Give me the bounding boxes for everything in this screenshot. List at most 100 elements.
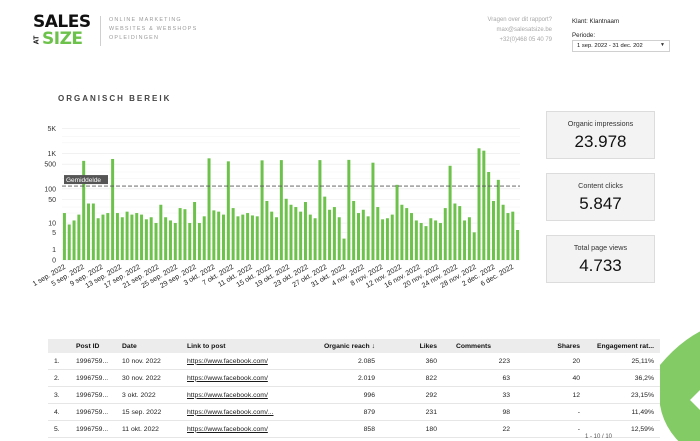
bar: [410, 213, 414, 260]
bar: [212, 210, 216, 260]
bar: [337, 217, 341, 260]
kpi-value: 23.978: [574, 132, 627, 151]
bar: [443, 208, 447, 260]
column-header-link[interactable]: Link to post: [187, 342, 226, 350]
cell-comments: 63: [502, 374, 510, 382]
column-header-engagement-rate[interactable]: Engagement rat...: [596, 342, 654, 350]
table-row[interactable]: 3. 1996759... 3 okt. 2022 https://www.faceb…: [48, 387, 660, 404]
table-row[interactable]: 4. 1996759... 15 sep. 2022 https://www.face…: [48, 404, 660, 421]
bar: [265, 200, 269, 260]
cell-post-id: 1996759...: [76, 408, 109, 416]
column-header-shares[interactable]: Shares: [557, 342, 580, 350]
column-header-post-id[interactable]: Post ID: [76, 342, 100, 350]
bar: [289, 204, 293, 260]
bar: [424, 226, 428, 260]
cell-organic-reach: 2.085: [357, 357, 375, 365]
cell-shares: -: [577, 408, 580, 416]
kpi-label: Total page views: [573, 243, 628, 252]
bar: [279, 160, 283, 260]
column-header-date[interactable]: Date: [122, 342, 137, 350]
bar: [159, 204, 163, 260]
cell-row-number: 5.: [54, 425, 60, 433]
client-info: Klant: Klantnaam Periode:: [572, 15, 619, 43]
y-tick-label: 100: [44, 186, 56, 193]
bar: [405, 208, 409, 260]
table-row[interactable]: 2. 1996759... 30 nov. 2022 https://www.face…: [48, 370, 660, 387]
bar: [135, 213, 139, 260]
bar: [284, 198, 288, 260]
cell-post-link[interactable]: https://www.facebook.com/: [187, 392, 295, 399]
period-date-picker[interactable]: 1 sep. 2022 - 31 dec. 202 ▼: [572, 40, 670, 52]
cell-likes: 231: [425, 408, 437, 416]
column-header-comments[interactable]: Comments: [455, 342, 492, 350]
post-link-anchor[interactable]: https://www.facebook.com/: [187, 391, 268, 399]
client-label: Klant: Klantnaam: [572, 18, 620, 25]
kpi-value: 5.847: [579, 194, 622, 213]
table-row[interactable]: 5. 1996759... 11 okt. 2022 https://www.face…: [48, 421, 660, 438]
cell-post-date: 11 okt. 2022: [122, 425, 159, 433]
cell-shares: -: [577, 425, 580, 433]
post-link-anchor[interactable]: https://www.facebook.com/: [187, 357, 268, 365]
y-tick-label: 50: [48, 197, 56, 204]
bar: [67, 224, 71, 260]
contact-email[interactable]: max@salesatsize.be: [496, 27, 552, 33]
cell-post-date: 3 okt. 2022: [122, 391, 156, 399]
bar: [381, 219, 385, 260]
tagline-line: OPLEIDINGEN: [109, 35, 160, 41]
cell-shares: 12: [572, 391, 580, 399]
bar: [390, 214, 394, 260]
contact-phone[interactable]: +32(0)468 05 40 79: [499, 37, 552, 43]
cell-engagement-rate: 23,15%: [630, 391, 654, 399]
post-link-anchor[interactable]: https://www.facebook.com/...: [187, 408, 274, 416]
cell-engagement-rate: 12,59%: [630, 425, 654, 433]
bar: [197, 223, 201, 260]
bar: [275, 217, 279, 260]
column-header-organic-reach[interactable]: Organic reach ↓: [324, 342, 375, 350]
bar: [347, 159, 351, 260]
cell-post-link[interactable]: https://www.facebook.com/: [187, 358, 295, 365]
bar: [164, 217, 168, 260]
table-row[interactable]: 1. 1996759... 10 nov. 2022 https://www.face…: [48, 353, 660, 370]
bar: [400, 204, 404, 260]
bar: [332, 207, 336, 260]
average-label-bg: [64, 175, 108, 185]
cell-shares: 40: [572, 374, 580, 382]
cell-comments: 22: [502, 425, 510, 433]
kpi-content-clicks: Content clicks 5.847: [546, 173, 655, 221]
cell-likes: 360: [425, 357, 437, 365]
bar: [313, 218, 317, 260]
bar: [496, 179, 500, 260]
cell-organic-reach: 2.019: [357, 374, 375, 382]
decorative-corner-shape: [660, 331, 700, 441]
cell-likes: 180: [425, 425, 437, 433]
post-link-anchor[interactable]: https://www.facebook.com/: [187, 374, 268, 382]
cell-post-date: 30 nov. 2022: [122, 374, 161, 382]
cell-post-link[interactable]: https://www.facebook.com/: [187, 426, 295, 433]
bar: [226, 161, 230, 260]
period-label: Periode:: [572, 32, 596, 39]
bar: [231, 208, 235, 260]
column-header-likes[interactable]: Likes: [419, 342, 437, 350]
bar: [453, 203, 457, 260]
bar: [222, 214, 225, 260]
bar: [467, 217, 471, 260]
bar: [62, 213, 66, 260]
table-header: Post ID Date Link to post Organic reach …: [48, 339, 660, 353]
y-tick-label: 1: [52, 247, 56, 254]
bar: [87, 203, 91, 260]
y-tick-label: 500: [44, 162, 56, 169]
cell-post-date: 15 sep. 2022: [122, 408, 162, 416]
bar: [149, 217, 153, 260]
bar: [72, 220, 76, 260]
bar: [438, 223, 442, 260]
bar: [120, 217, 124, 260]
post-link-anchor[interactable]: https://www.facebook.com/: [187, 425, 268, 433]
cell-post-link[interactable]: https://www.facebook.com/: [187, 375, 295, 382]
bar: [96, 218, 100, 260]
cell-post-link[interactable]: https://www.facebook.com/...: [187, 409, 295, 416]
bar: [217, 211, 221, 260]
kpi-value: 4.733: [579, 256, 622, 275]
bar: [357, 213, 360, 260]
bar: [91, 203, 95, 260]
